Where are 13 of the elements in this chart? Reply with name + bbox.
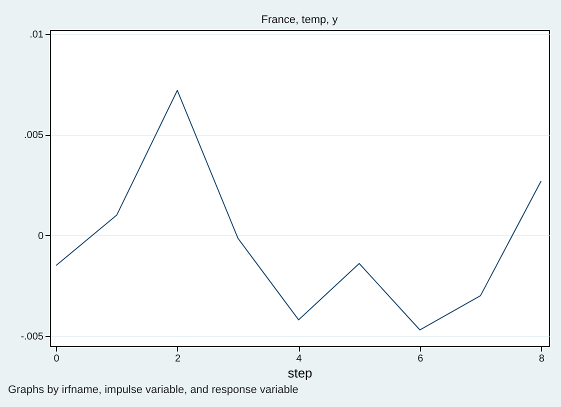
x-tick-label: 2	[175, 354, 182, 364]
x-tick-label: 8	[538, 354, 545, 364]
x-axis-title: step	[288, 366, 312, 380]
y-tick-label: 0	[38, 230, 44, 242]
x-tick-label: 6	[418, 354, 424, 364]
line-series	[56, 90, 542, 330]
x-tick-label: 0	[54, 354, 60, 364]
chart-title: France, temp, y	[261, 14, 338, 26]
y-tick-label: .005	[24, 130, 44, 142]
y-tick-label: -.005	[20, 331, 44, 342]
x-tick-label: 4	[296, 354, 302, 364]
text: Graphs by irfname, impulse variable, and response variable	[8, 384, 298, 396]
y-tick-label: .01	[30, 30, 44, 41]
